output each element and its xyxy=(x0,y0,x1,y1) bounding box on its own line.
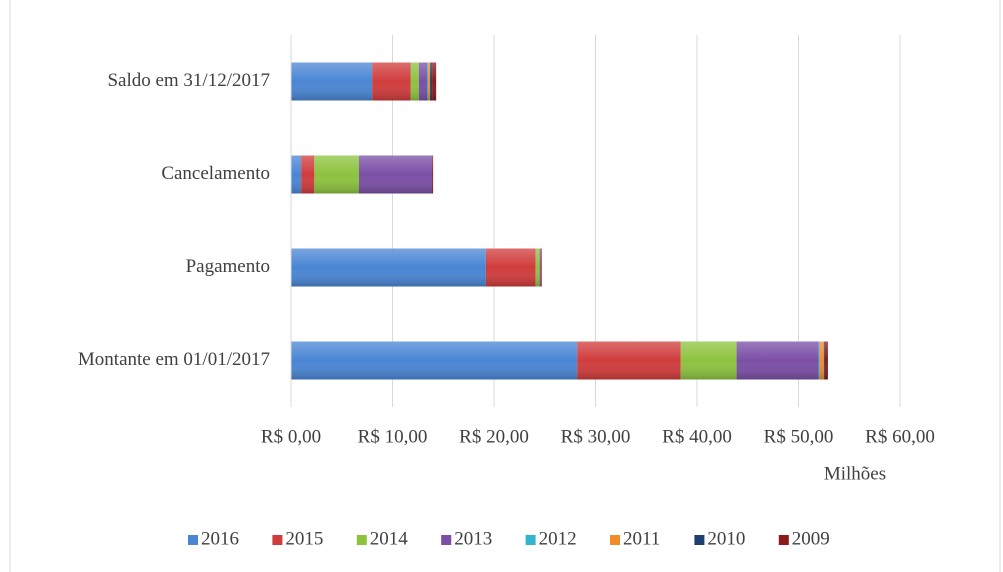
bar-shade xyxy=(432,62,437,101)
bar-shade xyxy=(736,341,819,380)
x-tick-label: R$ 50,00 xyxy=(764,426,834,447)
x-tick-label: R$ 30,00 xyxy=(561,426,631,447)
bar-shade xyxy=(301,155,315,194)
legend-swatch xyxy=(356,535,367,545)
bar-shade xyxy=(432,155,434,194)
bar-shade xyxy=(427,62,429,101)
bar-shade xyxy=(291,341,578,380)
bar-shade xyxy=(410,62,419,101)
y-tick-label: Cancelamento xyxy=(161,163,270,184)
bar-shade xyxy=(359,155,433,194)
y-tick-label: Pagamento xyxy=(186,256,270,277)
legend-label: 2013 xyxy=(454,528,492,549)
bar-shade xyxy=(577,341,681,380)
legend-swatch xyxy=(272,535,283,545)
legend-label: 2014 xyxy=(370,528,409,549)
bar-shade xyxy=(680,341,737,380)
legend-swatch xyxy=(441,535,452,545)
y-tick-label: Montante em 01/01/2017 xyxy=(78,349,270,370)
bar-shade xyxy=(314,155,360,194)
legend-swatch xyxy=(778,535,789,545)
bar-shade xyxy=(418,62,428,101)
legend-label: 2016 xyxy=(201,528,239,549)
bar-shade xyxy=(291,248,486,287)
bar-shade xyxy=(428,62,431,101)
bar-shade xyxy=(540,248,542,287)
bar-shade xyxy=(430,62,433,101)
legend-swatch xyxy=(694,535,705,545)
bar-shade xyxy=(485,248,536,287)
bar-shade xyxy=(291,155,302,194)
bar-shade xyxy=(535,248,540,287)
y-tick-label: Saldo em 31/12/2017 xyxy=(107,70,270,91)
legend-label: 2011 xyxy=(623,528,660,549)
bar-shade xyxy=(539,248,541,287)
bar-shade xyxy=(819,341,824,380)
x-axis-label: Milhões xyxy=(824,463,886,484)
bar-shade xyxy=(823,341,825,380)
x-tick-label: R$ 20,00 xyxy=(459,426,529,447)
legend-label: 2012 xyxy=(539,528,577,549)
bar-shade xyxy=(818,341,820,380)
bar-shade xyxy=(824,341,828,380)
x-tick-label: R$ 10,00 xyxy=(358,426,428,447)
legend-swatch xyxy=(610,535,620,545)
legend-label: 2009 xyxy=(792,528,830,549)
legend-label: 2010 xyxy=(707,528,745,549)
bar-shade xyxy=(291,62,373,101)
legend-swatch xyxy=(525,535,536,545)
legend-label: 2015 xyxy=(285,528,323,549)
bar-shade xyxy=(372,62,411,101)
x-tick-label: R$ 60,00 xyxy=(865,426,935,447)
x-tick-label: R$ 40,00 xyxy=(662,426,732,447)
legend-swatch xyxy=(188,535,198,545)
x-tick-label: R$ 0,00 xyxy=(261,426,321,447)
chart-border xyxy=(9,0,1001,572)
